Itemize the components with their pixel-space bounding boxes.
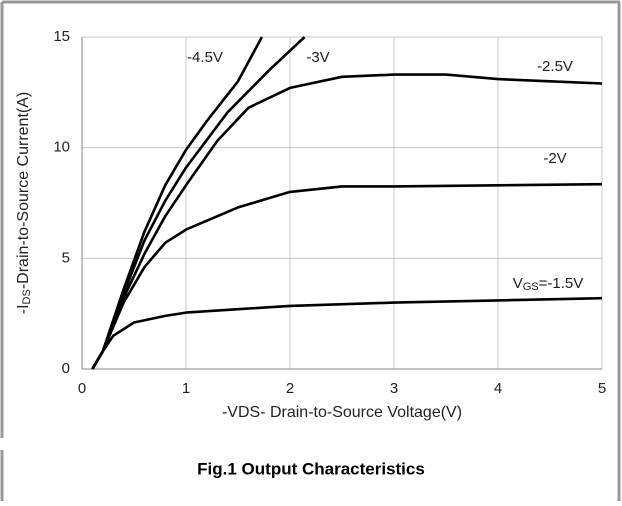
x-tick-label: 3 bbox=[390, 380, 398, 397]
series-label: -4.5V bbox=[187, 49, 223, 66]
y-tick-label: 5 bbox=[62, 249, 70, 266]
subscript: DS bbox=[21, 289, 33, 304]
y-axis-label: -IDS-Drain-to-Source Current(A) bbox=[15, 92, 32, 314]
series-line bbox=[91, 182, 603, 370]
series-label: -2V bbox=[543, 150, 566, 167]
x-tick-label: 0 bbox=[78, 380, 86, 397]
series-label: -2.5V bbox=[537, 58, 573, 75]
x-tick-label: 4 bbox=[494, 380, 502, 397]
series-line bbox=[91, 296, 603, 370]
x-tick-label: 2 bbox=[286, 380, 294, 397]
series-label: -3V bbox=[306, 49, 329, 66]
text-part: V bbox=[513, 275, 523, 292]
x-tick-label: 1 bbox=[182, 380, 190, 397]
y-tick-label: 0 bbox=[62, 360, 70, 377]
x-axis-label: -VDS- Drain-to-Source Voltage(V) bbox=[222, 404, 462, 421]
text-part: -I bbox=[15, 304, 32, 314]
series-label: VGS=-1.5V bbox=[513, 275, 584, 293]
subscript: GS bbox=[523, 281, 539, 293]
text-part: -Drain-to-Source Current(A) bbox=[15, 92, 32, 289]
y-tick-label: 15 bbox=[53, 28, 70, 45]
text-part: =-1.5V bbox=[539, 275, 584, 292]
y-tick-label: 10 bbox=[53, 139, 70, 156]
x-tick-label: 5 bbox=[598, 380, 606, 397]
series-line bbox=[91, 73, 603, 370]
chart-title: Fig.1 Output Characteristics bbox=[197, 459, 425, 478]
